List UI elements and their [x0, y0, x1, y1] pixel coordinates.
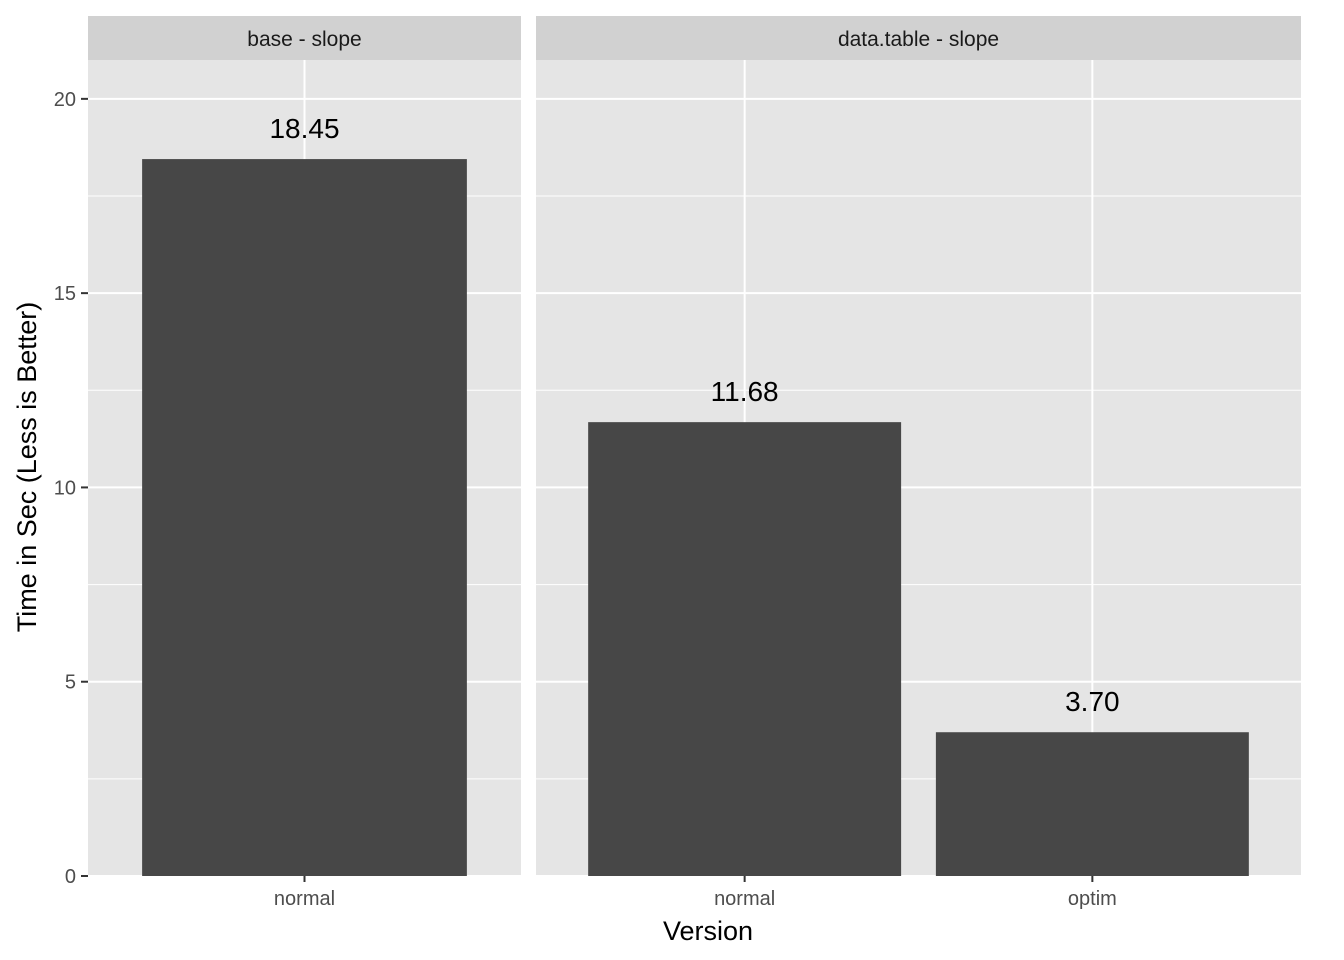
y-axis-title: Time in Sec (Less is Better)	[12, 302, 42, 633]
facet-strip-label: base - slope	[247, 28, 361, 51]
facet-strip	[88, 16, 521, 60]
x-axis-title: Version	[663, 916, 753, 946]
x-tick-label: optim	[1068, 888, 1117, 910]
bar	[142, 159, 467, 877]
y-tick-label: 15	[54, 283, 76, 305]
bar	[588, 422, 902, 876]
y-axis: 0 5 10 15 20	[54, 89, 88, 888]
bar	[935, 732, 1249, 876]
bar-value-label: 3.70	[1065, 686, 1120, 717]
x-tick-label: normal	[714, 888, 775, 910]
y-tick-label: 10	[54, 477, 76, 499]
facet-strip	[536, 16, 1301, 60]
x-tick-label: normal	[274, 888, 335, 910]
bar-value-label: 18.45	[269, 113, 339, 144]
bar-value-label: 11.68	[711, 376, 779, 407]
y-tick-label: 0	[65, 866, 76, 888]
facet-panel: base - slope 18.45 normal	[88, 16, 521, 910]
y-tick-label: 20	[54, 89, 76, 111]
facet-strip-label: data.table - slope	[838, 28, 999, 51]
y-tick-label: 5	[65, 672, 76, 694]
facet-panel: data.table - slope 11.68 normal 3.70 optim	[536, 16, 1301, 910]
